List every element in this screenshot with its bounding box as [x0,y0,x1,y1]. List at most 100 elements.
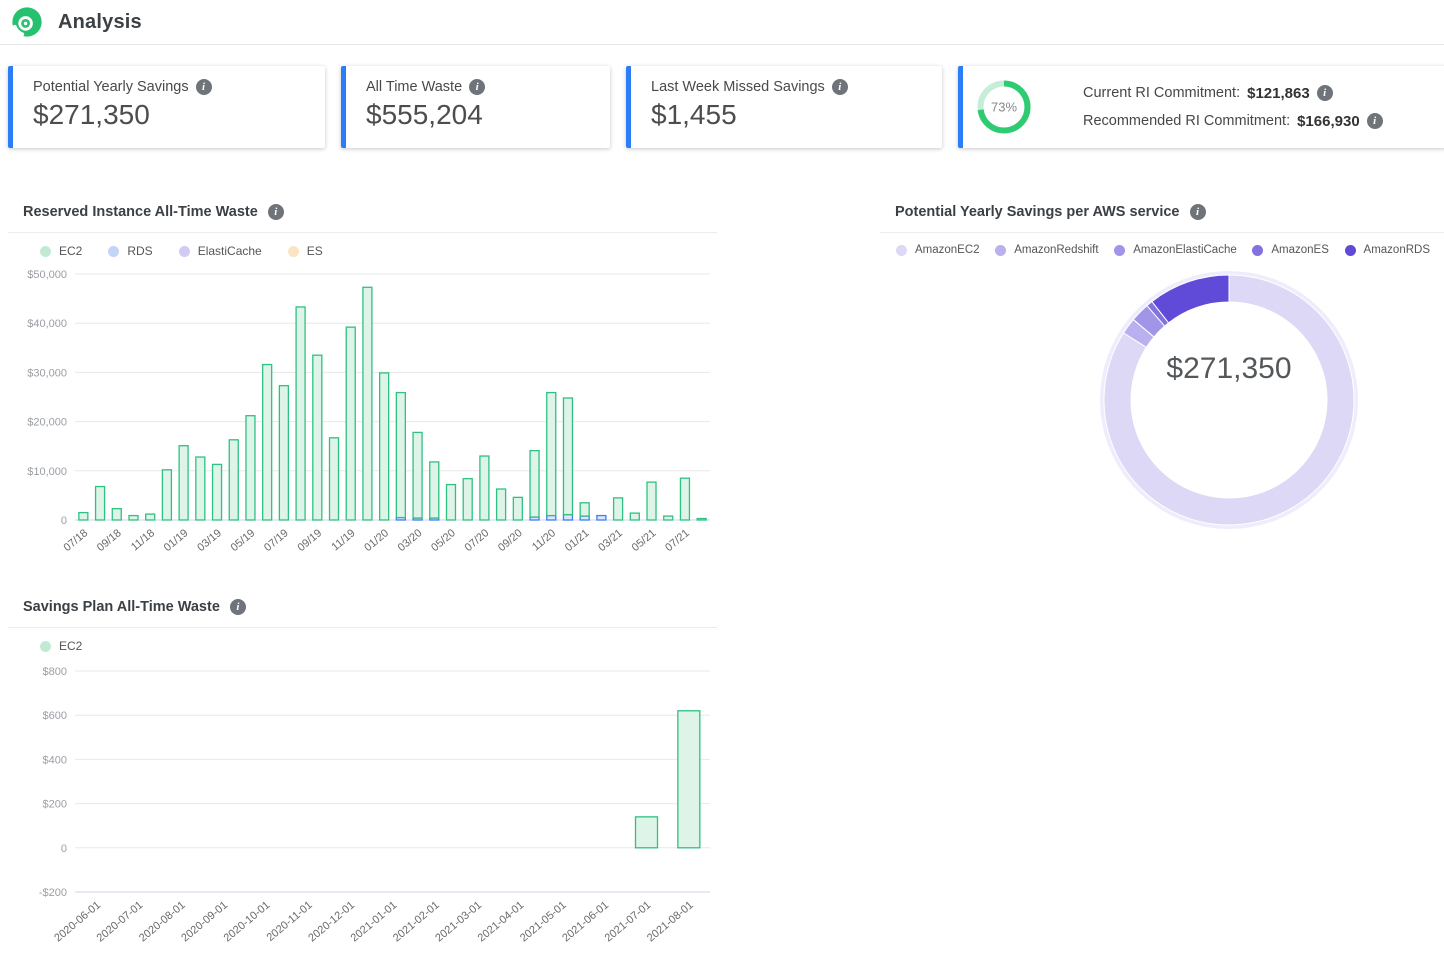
bar-ec2-05-20[interactable] [445,483,457,521]
stat-cards-row: Potential Yearly Savings i $271,350 All … [8,66,1444,148]
legend-item-amazonec2[interactable]: AmazonEC2 [896,244,980,256]
legend-item-elasticache[interactable]: ElastiCache [178,244,262,258]
donut-slice-amazonrds[interactable] [1151,274,1230,324]
bar-ec2-08-21[interactable] [696,517,707,521]
info-icon[interactable]: i [831,79,848,95]
bar-ec2-09-20[interactable] [512,496,523,521]
legend-label: AmazonEC2 [915,244,980,256]
bar-ec2-12-19[interactable] [362,286,373,521]
bar-ec2-09-19[interactable] [312,354,323,521]
card-value: $1,455 [651,99,737,130]
legend-item-ec2[interactable]: EC2 [40,244,82,258]
donut-chart-legend: AmazonEC2 AmazonRedshift AmazonElastiCache… [896,244,1430,256]
info-icon[interactable]: i [195,79,212,95]
x-tick-label: 05/19 [229,527,258,554]
card-label-row: Potential Yearly Savings i [33,79,325,95]
bar-ec2-12-18[interactable] [161,469,173,521]
donut-halo [1100,271,1358,529]
legend-item-rds[interactable]: RDS [108,244,153,258]
bar-ec2-01-19[interactable] [178,445,189,521]
bar-ec2-09-18[interactable] [111,508,122,521]
bar-rds-12-20[interactable] [562,513,574,521]
donut-center-value: $271,350 [1166,352,1291,385]
info-icon[interactable]: i [1316,85,1333,101]
bar-ec2-02-20[interactable] [395,391,407,519]
y-tick-label: -$200 [39,887,67,899]
bar-ec2-03-19[interactable] [211,463,223,521]
bar-ec2-07-18[interactable] [78,511,89,521]
chart-title-row: Potential Yearly Savings per AWS service… [880,193,1444,224]
bar-ec2-07-19[interactable] [278,385,290,521]
bar-ec2-08-19[interactable] [295,306,306,521]
row-value: $166,930 [1297,112,1360,130]
info-icon[interactable]: i [267,204,284,220]
bar-rds-11-20[interactable] [546,514,557,521]
legend-item-amazonredshift[interactable]: AmazonRedshift [995,244,1099,256]
legend-dot [1114,244,1126,256]
bar-ec2-2021-08-01[interactable] [677,710,701,849]
card-value: $271,350 [33,99,150,130]
x-tick-label: 11/20 [530,527,558,553]
ri-chart-legend: EC2 RDS ElastiCache ES [40,244,717,258]
bar-ec2-04-21[interactable] [629,512,640,521]
bar-ec2-06-20[interactable] [462,478,473,521]
x-tick-label: 07/18 [61,527,90,554]
legend-item-amazones[interactable]: AmazonES [1252,244,1329,256]
bar-ec2-10-18[interactable] [128,514,139,521]
x-tick-label: 05/21 [630,527,659,554]
info-icon[interactable]: i [469,79,486,95]
x-tick-label: 09/19 [295,527,324,554]
legend-dot [1344,244,1356,256]
divider [8,627,717,628]
bar-ec2-06-19[interactable] [262,363,273,521]
bar-ec2-01-20[interactable] [378,372,390,521]
bar-ec2-03-21[interactable] [612,497,624,521]
current-ri-commitment-row: Current RI Commitment: $121,863 i [1083,85,1383,102]
bar-ec2-2021-07-01[interactable] [634,816,659,849]
bar-ec2-01-21[interactable] [579,502,590,517]
legend-item-es[interactable]: ES [287,244,323,258]
bar-ec2-04-19[interactable] [228,439,239,521]
legend-item-amazonelasticache[interactable]: AmazonElastiCache [1114,244,1237,256]
bar-ec2-11-20[interactable] [546,391,557,517]
bar-ec2-05-21[interactable] [646,481,657,521]
donut-slice-amazonec2[interactable] [1103,274,1355,526]
x-tick-label: 11/18 [129,527,157,553]
bar-ec2-02-19[interactable] [195,456,206,521]
card-label: All Time Waste [366,79,463,95]
bar-ec2-12-20[interactable] [562,397,574,516]
bar-ec2-10-20[interactable] [529,449,540,518]
bar-ec2-04-20[interactable] [429,461,440,519]
legend-item-ec2[interactable]: EC2 [40,639,82,653]
ri-waste-bar-chart[interactable]: $50,000$40,000$30,000$20,000$10,000007/1… [8,262,717,592]
card-label-row: All Time Waste i [366,79,610,95]
y-tick-label: $400 [43,754,67,766]
sp-waste-bar-chart[interactable]: $800$600$400$2000-$2002020-06-012020-07-… [8,657,717,969]
x-tick-label: 01/21 [563,527,592,554]
info-icon[interactable]: i [229,599,246,615]
bar-rds-02-21[interactable] [596,514,607,521]
legend-item-amazonrds[interactable]: AmazonRDS [1344,244,1430,256]
legend-label: EC2 [59,639,83,653]
bar-ec2-03-20[interactable] [412,431,423,519]
ri-utilization-ring: 73% [975,78,1033,136]
chart-title-row: Reserved Instance All-Time Waste i [8,193,717,224]
bar-ec2-06-21[interactable] [663,515,674,521]
savings-donut-chart[interactable]: $271,350 [880,260,1444,545]
info-icon[interactable]: i [1366,113,1383,129]
info-icon[interactable]: i [1189,204,1206,220]
bar-ec2-08-20[interactable] [495,488,507,521]
y-tick-label: $20,000 [27,417,67,429]
legend-label: EC2 [59,244,83,258]
legend-label: AmazonElastiCache [1133,244,1237,256]
bar-ec2-11-19[interactable] [345,326,356,521]
bar-ec2-07-21[interactable] [679,477,691,521]
bar-ec2-05-19[interactable] [245,415,256,521]
bar-ec2-08-18[interactable] [94,485,106,521]
bar-ec2-07-20[interactable] [479,455,490,521]
bar-ec2-10-19[interactable] [328,437,340,521]
donut-slices[interactable] [1103,274,1355,526]
recommended-ri-commitment-row: Recommended RI Commitment: $166,930 i [1083,113,1383,130]
bar-ec2-11-18[interactable] [145,513,156,521]
legend-dot [287,245,299,257]
